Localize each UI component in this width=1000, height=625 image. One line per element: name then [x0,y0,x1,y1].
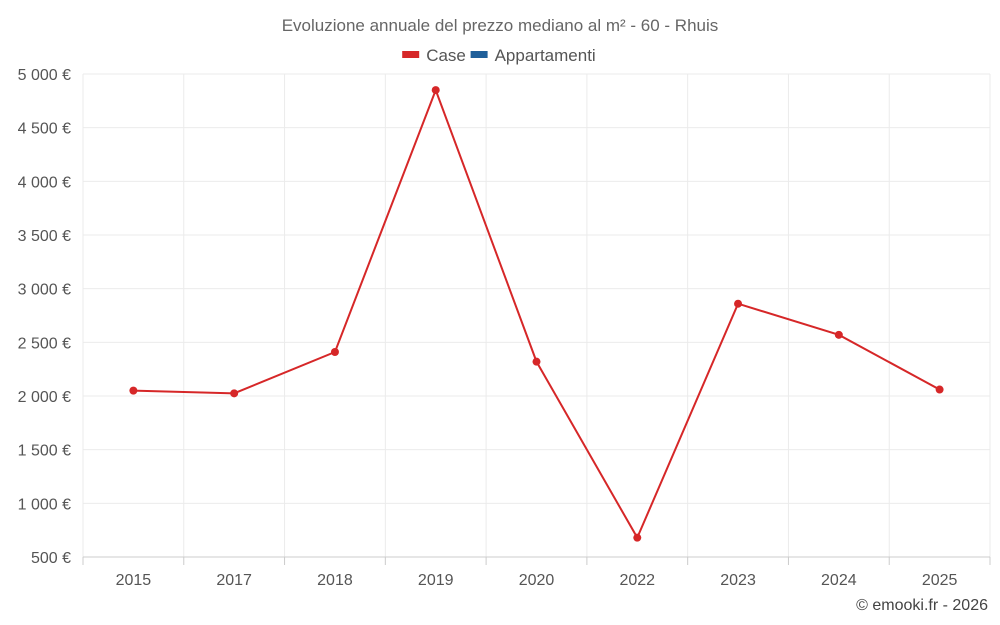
x-tick-label: 2022 [619,572,655,589]
data-point[interactable] [935,385,944,394]
y-tick-label: 3 000 € [18,282,71,299]
grid [82,73,991,557]
legend-swatch [402,51,420,58]
x-tick-label: 2017 [216,572,252,589]
x-tick-label: 2019 [418,572,454,589]
credit-text: © emooki.fr - 2026 [856,597,988,614]
x-tick-label: 2025 [922,572,958,589]
legend-label[interactable]: Appartamenti [495,46,596,65]
y-tick-label: 1 500 € [18,443,71,460]
data-point[interactable] [129,386,138,395]
x-tick-label: 2023 [720,572,756,589]
data-point[interactable] [734,299,743,308]
legend: Case Appartamenti [402,46,596,65]
legend-label[interactable]: Case [426,46,466,65]
x-tick-label: 2024 [821,572,857,589]
data-point[interactable] [834,330,843,339]
y-tick-label: 500 € [31,550,71,567]
x-tick-label: 2015 [116,572,152,589]
y-tick-label: 5 000 € [18,67,71,84]
series-line-case [133,87,941,540]
y-axis: 500 € 1 000 € 1 500 € 2 000 € 2 500 € 3 000 €… [18,67,71,567]
data-point[interactable] [330,347,339,356]
y-tick-label: 4 500 € [18,121,71,138]
y-tick-label: 2 500 € [18,335,71,352]
x-tick-label: 2020 [519,572,555,589]
x-axis: 2015 2017 2018 2019 2020 2022 2023 2024 2025 [82,556,991,589]
y-tick-label: 2 000 € [18,389,71,406]
chart-title: Evoluzione annuale del prezzo mediano al… [282,16,719,35]
legend-swatch [470,51,488,58]
data-point[interactable] [431,86,440,95]
series-layer [129,86,944,542]
y-tick-label: 4 000 € [18,174,71,191]
data-point[interactable] [230,389,239,398]
data-point[interactable] [633,533,642,542]
data-point[interactable] [532,357,541,366]
y-tick-label: 1 000 € [18,496,71,513]
x-tick-label: 2018 [317,572,353,589]
y-tick-label: 3 500 € [18,228,71,245]
